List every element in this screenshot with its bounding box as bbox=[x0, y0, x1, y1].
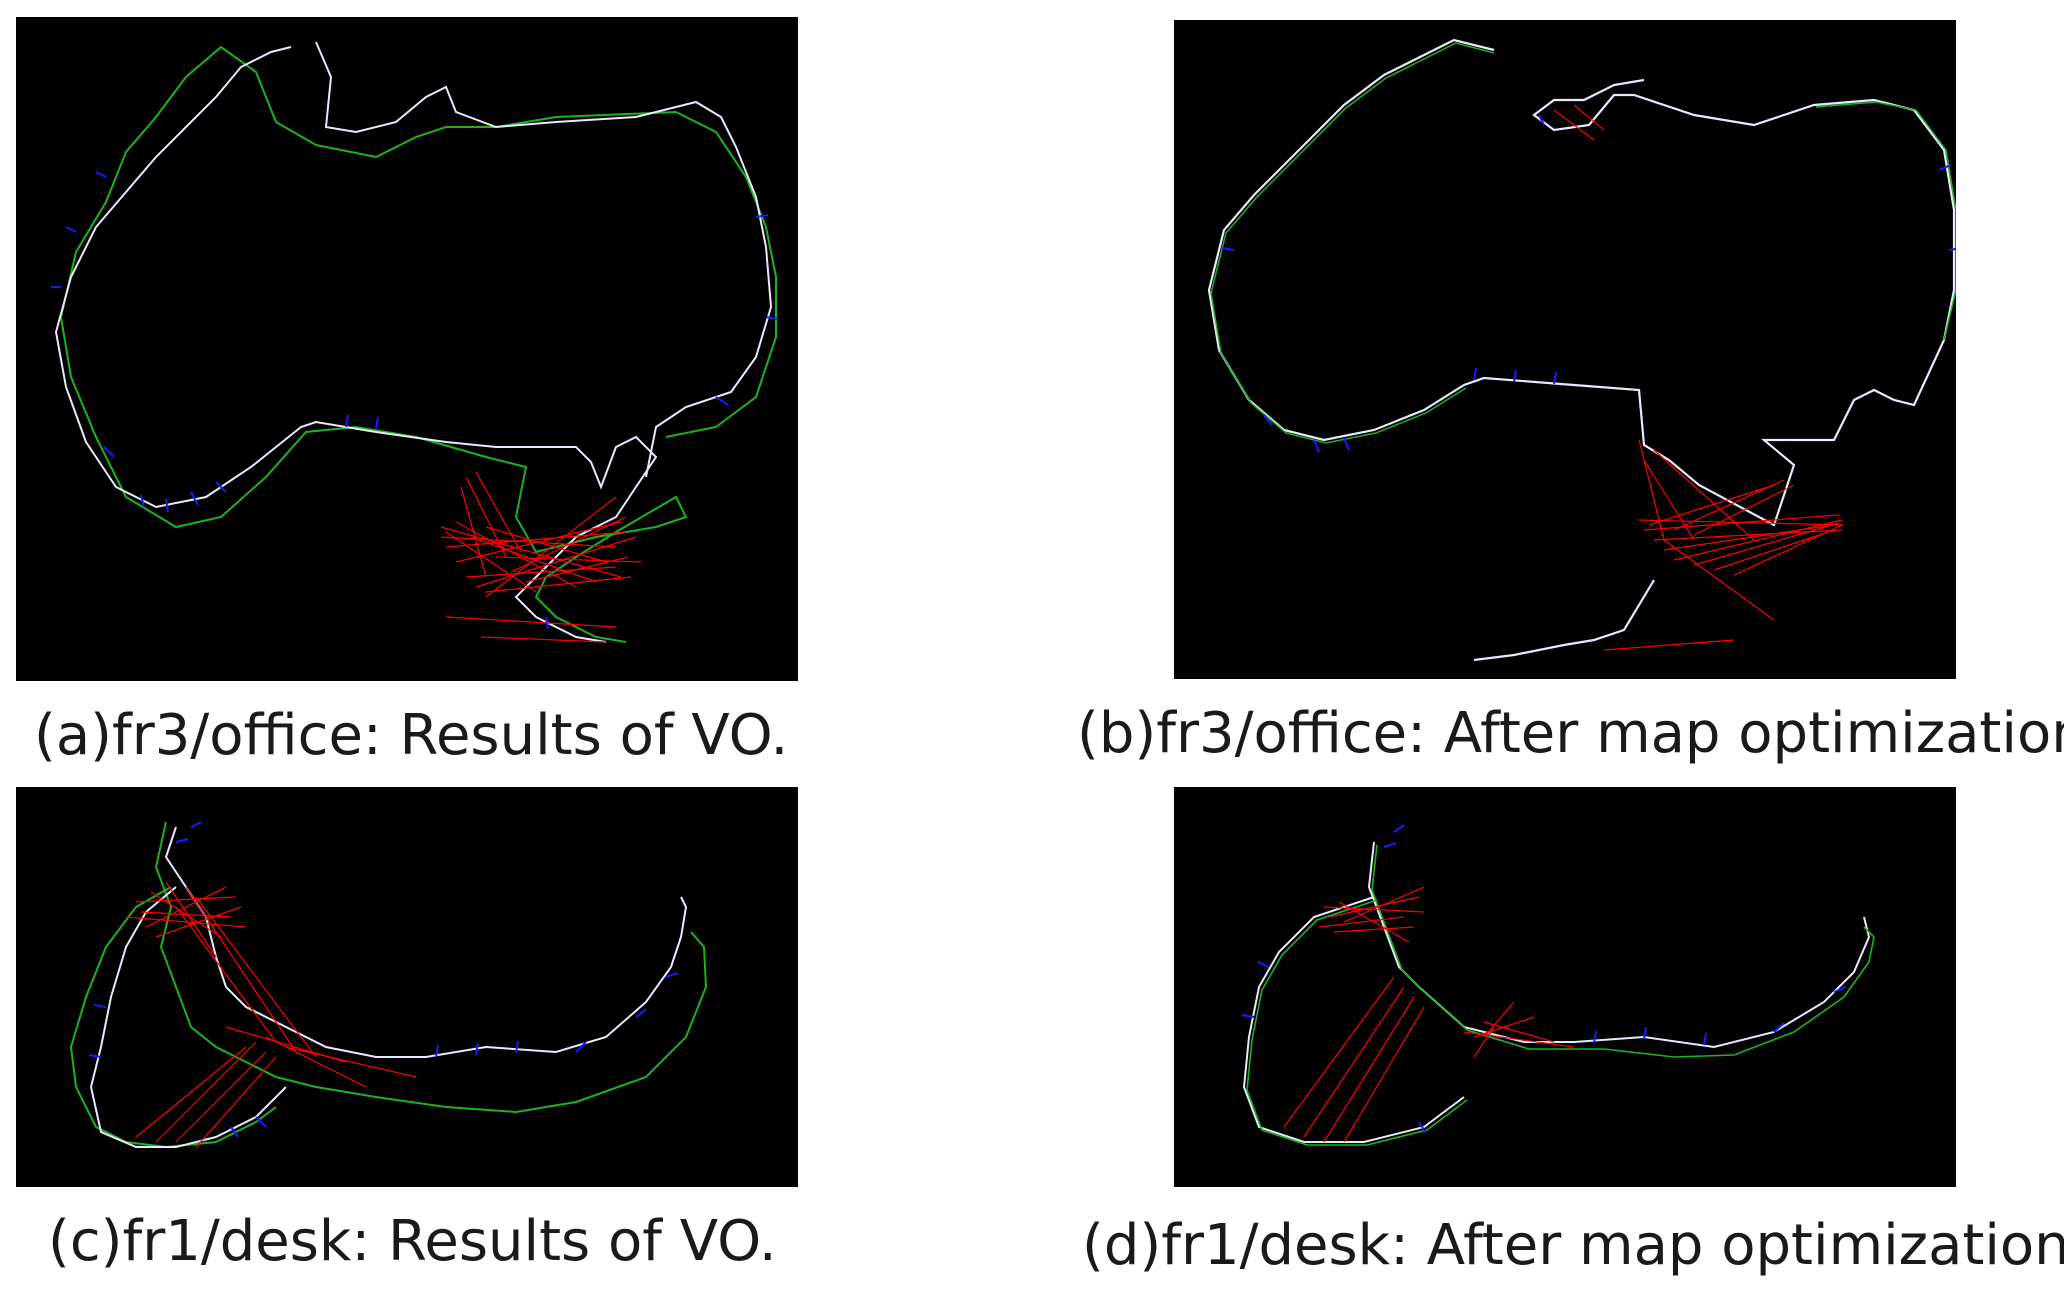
trajectory-svg-b bbox=[1207, 38, 1956, 662]
ground-truth-trajectory bbox=[69, 821, 708, 1149]
ground-truth-trajectory bbox=[59, 45, 777, 643]
trajectory-svg-d bbox=[1241, 824, 1875, 1146]
caption-a: (a)fr3/office: Results of VO. bbox=[34, 703, 789, 768]
trajectory-plot-fr3-office-vo bbox=[16, 17, 798, 681]
trajectory-svg-c bbox=[69, 821, 708, 1149]
caption-d: (d)fr1/desk: After map optimization. bbox=[1082, 1213, 2064, 1278]
camera-pose-markers bbox=[51, 171, 779, 630]
loop-closure-constraints bbox=[125, 881, 417, 1148]
loop-closure-constraints bbox=[440, 471, 642, 643]
camera-pose-markers bbox=[1241, 824, 1847, 1134]
ground-truth-trajectory bbox=[1210, 42, 1956, 444]
caption-b: (b)fr3/office: After map optimization. bbox=[1077, 701, 2064, 766]
trajectory-svg-a bbox=[51, 41, 779, 643]
trajectory-plot-fr1-desk-vo bbox=[16, 787, 798, 1187]
estimated-trajectory bbox=[54, 41, 773, 643]
camera-pose-markers bbox=[88, 821, 679, 1138]
loop-closure-constraints bbox=[1283, 886, 1575, 1143]
loop-closure-constraints bbox=[1553, 104, 1845, 651]
trajectory-plot-fr3-office-optimized bbox=[1174, 20, 1956, 679]
ground-truth-trajectory bbox=[1246, 844, 1875, 1146]
camera-pose-markers bbox=[1221, 114, 1956, 453]
caption-c: (c)fr1/desk: Results of VO. bbox=[48, 1209, 777, 1274]
trajectory-plot-fr1-desk-optimized bbox=[1174, 787, 1956, 1187]
estimated-trajectory bbox=[1207, 38, 1956, 662]
estimated-trajectory bbox=[1242, 841, 1871, 1143]
